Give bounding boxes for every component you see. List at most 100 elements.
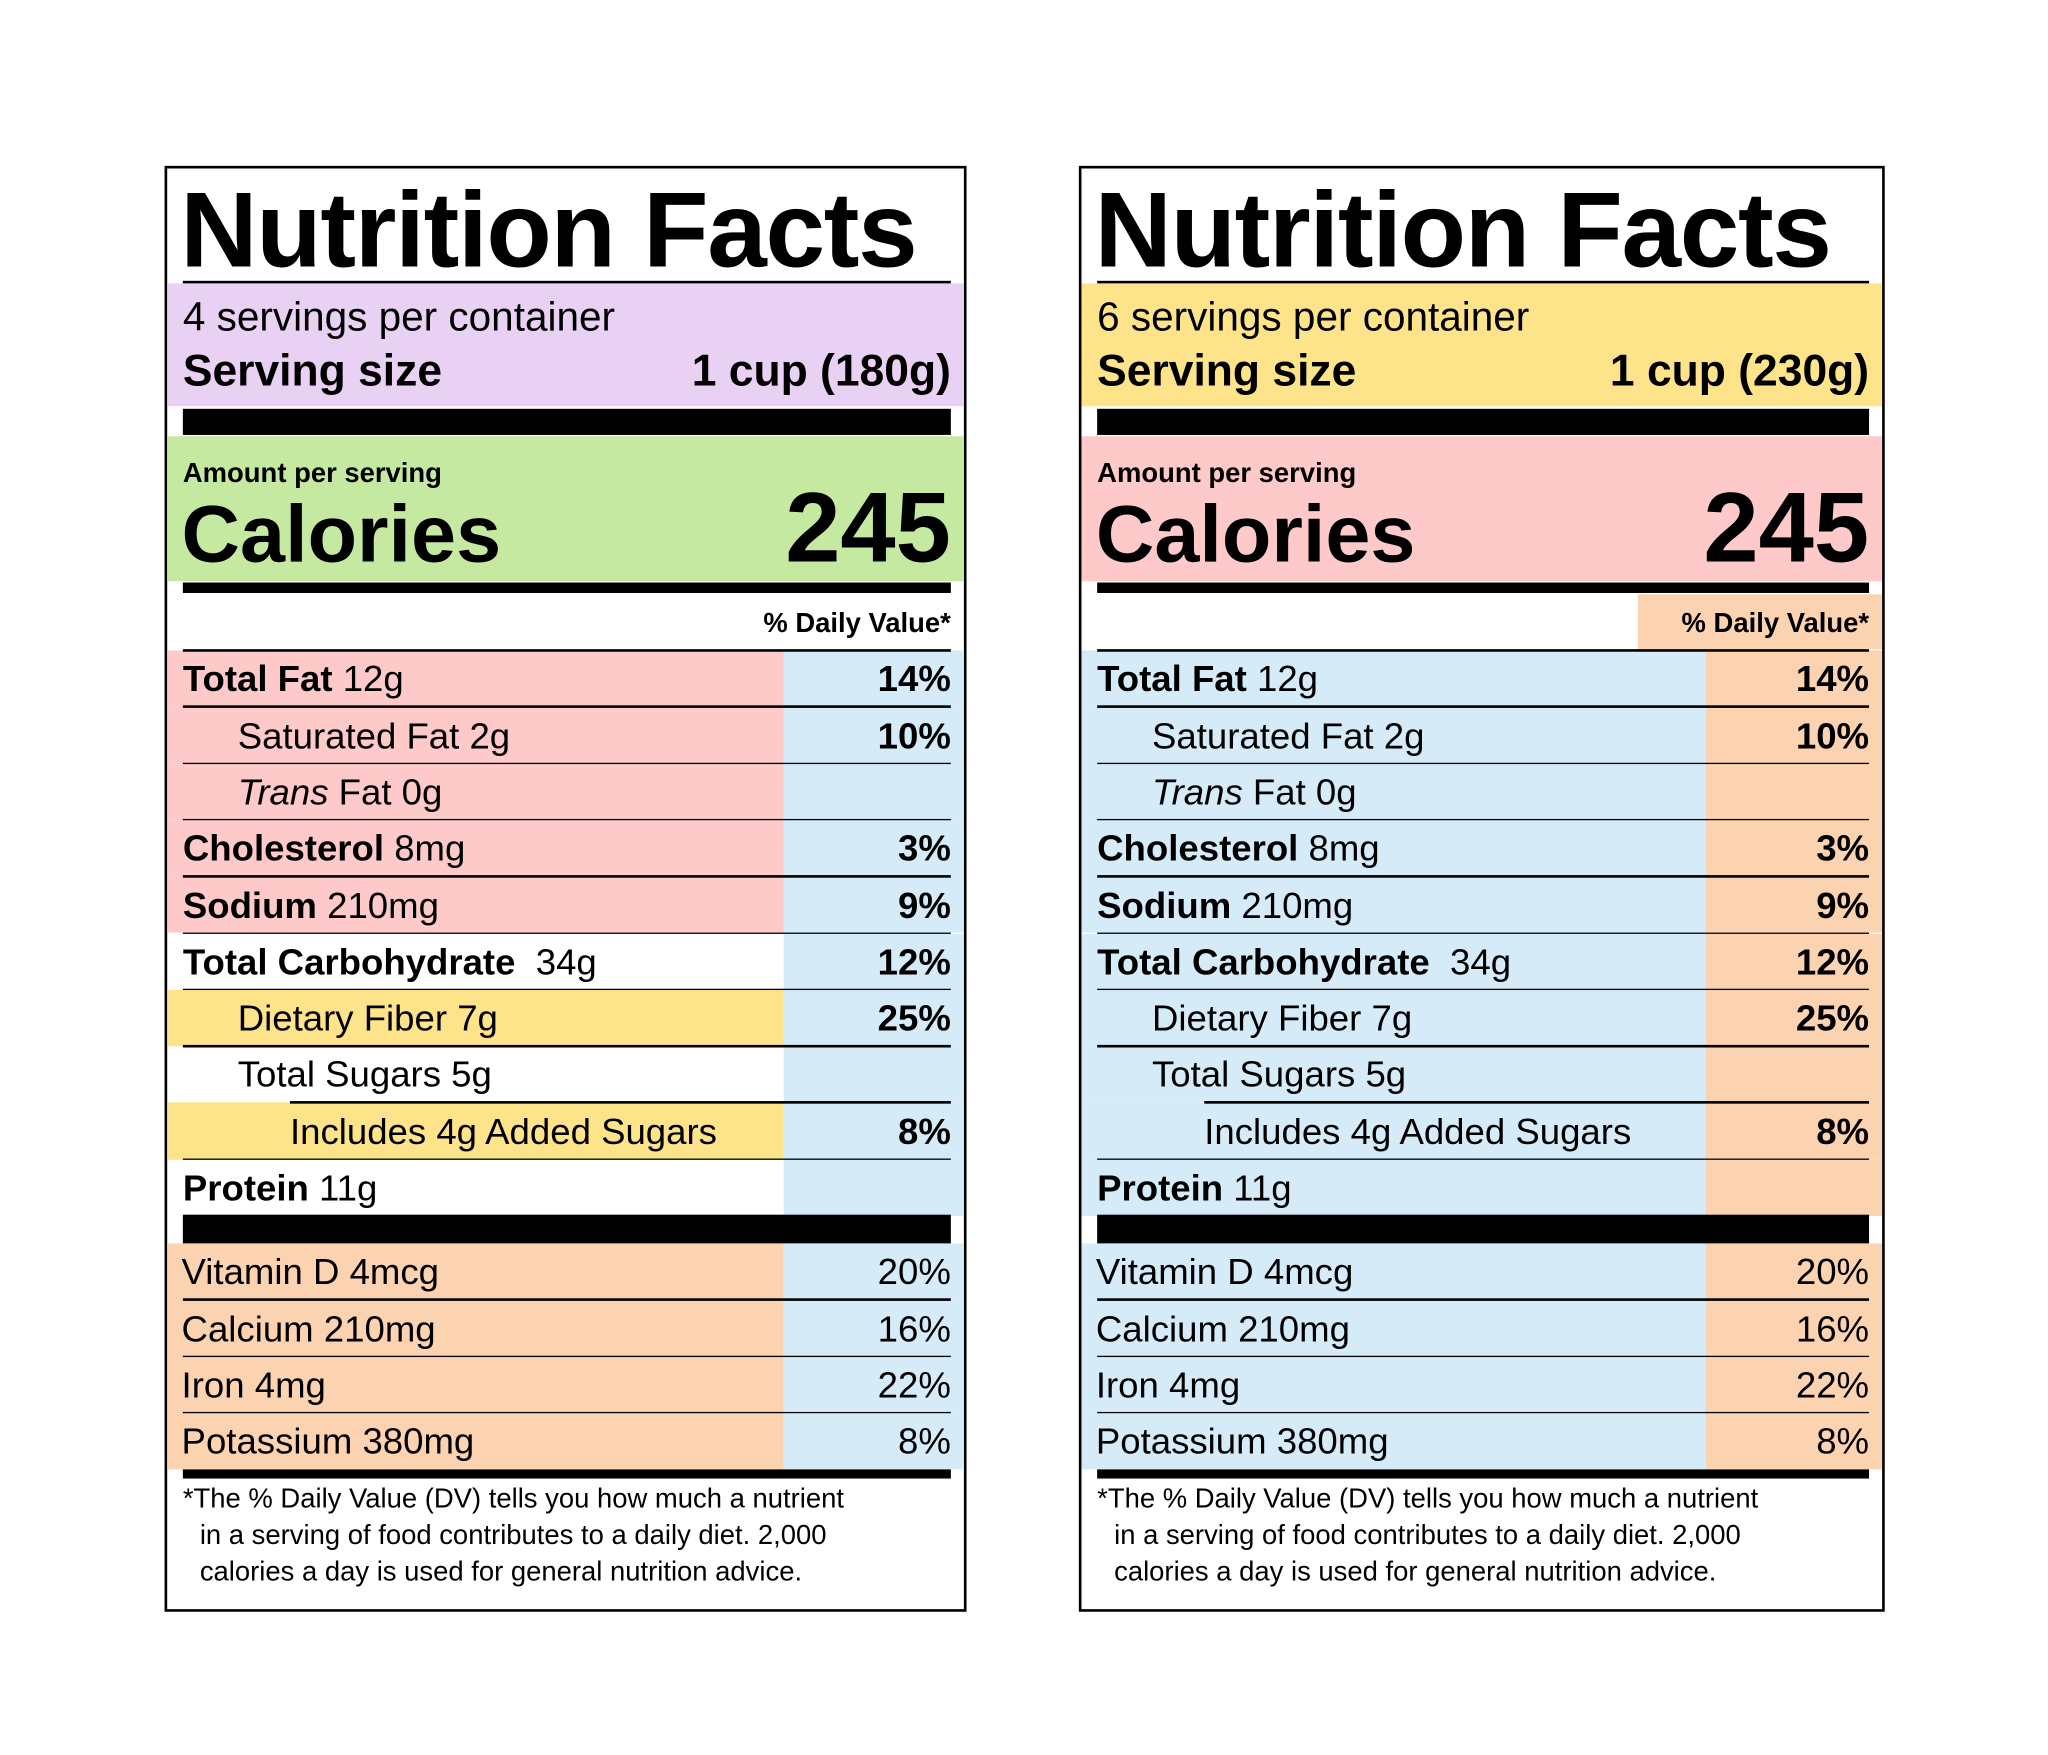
label-title: Nutrition Facts [1094,170,1832,290]
row-rule [1097,1045,1870,1047]
row-rule [182,762,951,765]
row-band [167,1356,784,1414]
dv-band [783,933,964,990]
dv-band [1705,876,1883,934]
dv-band [1705,1413,1883,1470]
row-band [1081,820,1706,877]
rule-thick [1097,408,1870,435]
nutrient-name: Saturated Fat 2g [238,717,510,755]
nutrient-name: Trans Fat 0g [238,774,443,811]
row-band [1081,1102,1706,1160]
dv-band [783,876,964,934]
row-rule [182,649,951,652]
row-rule [1097,818,1870,821]
nutrient-bold: Cholesterol [182,828,385,869]
nutrient-text: 210mg [327,884,439,926]
dv-band [783,1413,964,1470]
nutrient-text: Includes 4g Added Sugars [1204,1111,1632,1152]
daily-value-header: % Daily Value* [763,608,951,639]
row-band [1081,1413,1706,1470]
nutrient-bold: Total Carbohydrate [1097,941,1430,982]
nutrient-text: Total Sugars 5g [237,1054,492,1096]
vitamin-dv: 8% [1816,1421,1870,1462]
vitamin-dv: 20% [877,1251,951,1293]
row-rule [182,988,951,991]
footnote-line: in a serving of food contributes to a da… [199,1520,827,1551]
vitamin-text: Iron 4mg [1095,1364,1241,1406]
row-rule [182,818,951,821]
nutrient-name: Trans Fat 0g [1152,774,1357,811]
row-band [1081,1299,1706,1357]
calories-label: Calories [181,489,502,580]
row-rule [182,1411,951,1414]
row-band [167,989,784,1047]
servings-per-container: 6 servings per container [1097,293,1530,340]
nutrient-text: Fat 0g [338,771,443,813]
rule-thick [182,1214,951,1244]
row-rule [182,931,951,934]
dv-band [783,820,964,877]
nutrient-dv: 8% [897,1111,951,1152]
row-rule [1097,649,1870,652]
row-rule [1097,1158,1870,1161]
calories-band [1081,436,1883,582]
nutrient-italic: Trans [237,771,329,813]
vitamin-dv: 20% [1795,1251,1870,1293]
row-rule [1097,875,1870,878]
row-band [1081,763,1706,821]
vitamin-text: Potassium 380mg [1095,1421,1389,1462]
footnote-line: calories a day is used for general nutri… [1114,1557,1717,1588]
rule-thick [182,408,951,435]
row-band [167,706,784,764]
nutrient-dv: 10% [877,715,951,756]
row-band [167,763,784,821]
dv-band [1705,820,1883,877]
vitamin-dv: 8% [897,1421,951,1462]
row-rule [182,875,951,878]
nutrient-text: 12g [1256,658,1318,700]
nutrition-label: Nutrition Facts 4 servings per container S… [164,165,967,1612]
nutrient-dv: 12% [877,941,951,982]
dv-band [783,1299,964,1357]
row-rule [182,1355,951,1358]
calories-value: 245 [1703,472,1870,584]
rule-medium [1097,582,1870,593]
nutrient-text: 8mg [1308,828,1380,869]
dv-band [1705,989,1883,1047]
nutrient-name: Total Carbohydrate 34g [1097,941,1511,982]
row-band [1081,933,1706,990]
row-rule [1097,1355,1870,1358]
dv-band [1705,933,1883,990]
serving-size-value: 1 cup (180g) [691,346,951,397]
dv-band [783,1046,964,1103]
row-band [167,820,784,877]
nutrient-bold: Total Fat [182,658,333,700]
row-rule [182,1298,951,1301]
nutrient-bold: Cholesterol [1097,828,1299,869]
row-rule [182,705,951,708]
nutrient-bold: Protein [1097,1167,1224,1209]
serving-size-label: Serving size [182,346,443,397]
row-band [167,650,784,707]
nutrient-name: Cholesterol 8mg [182,828,466,869]
footnote-line: calories a day is used for general nutri… [199,1557,803,1588]
calories-value: 245 [785,472,951,584]
nutrient-bold: Sodium [182,884,317,926]
nutrient-text: Includes 4g Added Sugars [289,1111,717,1152]
row-band [1081,650,1706,707]
row-rule [1204,1101,1870,1104]
dv-band [1705,1356,1883,1414]
row-rule [1097,705,1870,708]
nutrient-dv: 25% [877,998,951,1039]
row-rule [1097,931,1870,934]
nutrient-dv: 3% [1816,828,1870,869]
dv-band [783,763,964,821]
row-band [1081,876,1706,934]
nutrient-name: Protein 11g [1097,1170,1291,1207]
vitamin-text: Iron 4mg [181,1364,326,1406]
footnote-line: *The % Daily Value (DV) tells you how mu… [1097,1484,1759,1515]
nutrient-dv: 9% [1816,884,1870,926]
nutrient-text: 8mg [394,828,466,869]
nutrient-bold: Protein [182,1167,309,1209]
row-band [167,876,784,934]
